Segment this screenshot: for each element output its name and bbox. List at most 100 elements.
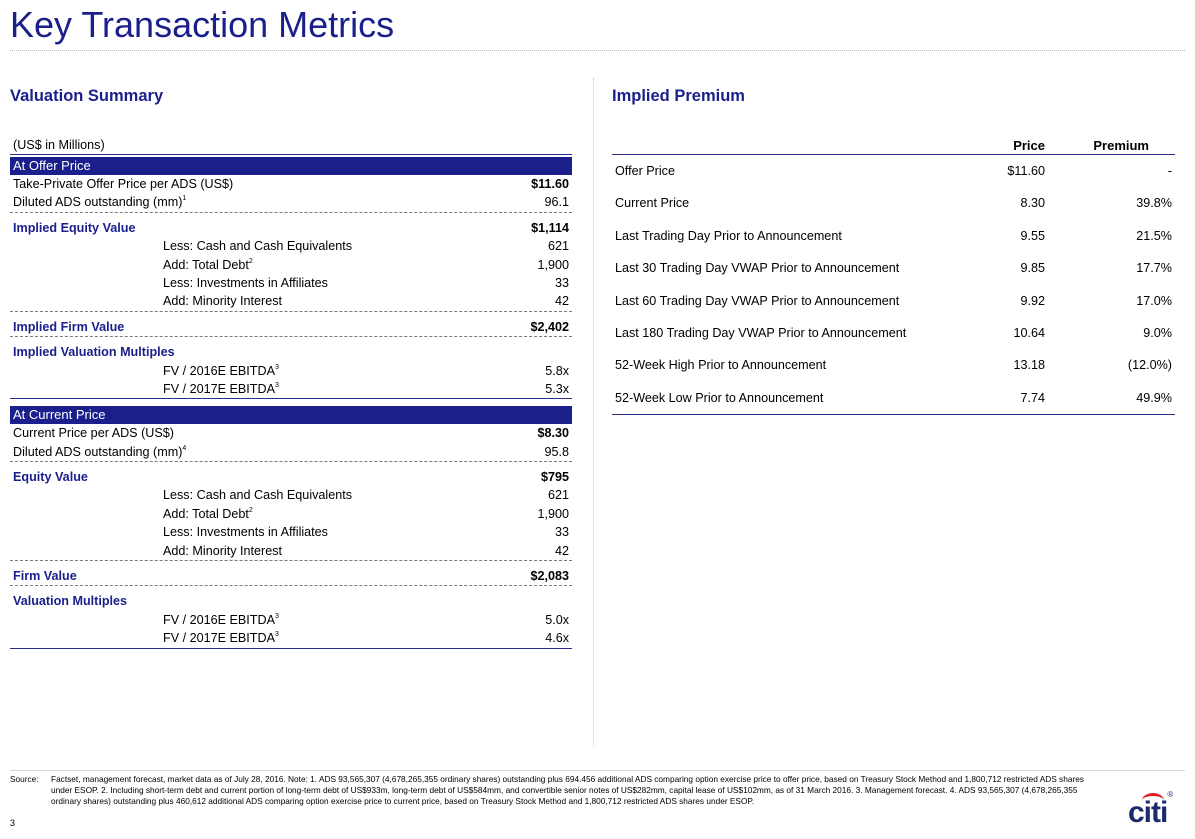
premium-row-premium: - [1167, 164, 1172, 178]
implied-equity-label: Implied Equity Value [13, 220, 136, 235]
current-ads-label: Diluted ADS outstanding (mm)4 [13, 444, 187, 459]
offer-investments-row: Less: Investments in Affiliates 33 [10, 274, 572, 292]
implied-premium-heading: Implied Premium [612, 87, 745, 105]
footnote-marker: 3 [275, 381, 279, 389]
implied-firm-value: $2,402 [530, 319, 569, 334]
premium-row-price: 9.55 [1020, 228, 1045, 243]
current-ads-row: Diluted ADS outstanding (mm)4 95.8 [10, 443, 572, 463]
current-investments-label: Less: Investments in Affiliates [163, 525, 328, 540]
current-ads-value: 95.8 [544, 444, 569, 459]
offer-minority-value: 42 [554, 294, 569, 309]
premium-row-label: Last 30 Trading Day VWAP Prior to Announ… [615, 261, 900, 276]
column-divider [593, 78, 594, 746]
price-column-header: Price [1013, 138, 1045, 153]
footnote-text: Factset, management forecast, market dat… [51, 774, 1084, 806]
premium-row-premium: 17.0% [1136, 293, 1172, 308]
implied-firm-row: Implied Firm Value $2,402 [10, 318, 572, 338]
offer-fv16-label: FV / 2016E EBITDA3 [163, 363, 279, 378]
equity-label: Equity Value [13, 470, 88, 485]
implied-firm-label: Implied Firm Value [13, 319, 125, 334]
current-cash-row: Less: Cash and Cash Equivalents 621 [10, 486, 572, 504]
current-debt-value: 1,900 [537, 506, 569, 521]
footnote-marker: 3 [275, 631, 279, 639]
premium-row-premium: 9.0% [1143, 325, 1172, 340]
premium-rows: Offer Price $11.60 - Current Price 8.30 39.8%… [612, 155, 1175, 414]
valuation-summary-heading: Valuation Summary [10, 87, 164, 105]
premium-table-header: Price Premium [612, 136, 1175, 155]
current-fv16-label: FV / 2016E EBITDA3 [163, 612, 279, 627]
premium-row-label: Offer Price [615, 164, 675, 178]
offer-debt-label: Add: Total Debt2 [163, 257, 253, 272]
firm-label: Firm Value [13, 569, 77, 584]
current-debt-label: Add: Total Debt2 [163, 506, 253, 521]
multiples-label: Valuation Multiples [13, 594, 128, 609]
offer-minority-label: Add: Minority Interest [163, 294, 282, 309]
premium-row-price: 9.85 [1020, 261, 1045, 276]
premium-row-label: Last Trading Day Prior to Announcement [615, 228, 842, 243]
current-minority-label: Add: Minority Interest [163, 543, 282, 558]
offer-cash-row: Less: Cash and Cash Equivalents 621 [10, 237, 572, 255]
offer-investments-label: Less: Investments in Affiliates [163, 275, 328, 290]
premium-row: Last Trading Day Prior to Announcement 9.… [612, 220, 1175, 252]
premium-row-premium: (12.0%) [1127, 358, 1172, 373]
premium-row-label: Current Price [615, 196, 690, 211]
current-price-label: Current Price per ADS (US$) [13, 426, 174, 441]
multiples-row: Valuation Multiples [10, 592, 572, 610]
current-investments-row: Less: Investments in Affiliates 33 [10, 523, 572, 541]
offer-fv17-value: 5.3x [545, 381, 569, 396]
current-fv16-row: FV / 2016E EBITDA3 5.0x [10, 611, 572, 629]
premium-row-premium: 49.9% [1136, 390, 1172, 405]
footnote-divider [10, 770, 1185, 771]
valuation-summary-table: (US$ in Millions) At Offer Price Take-Pr… [10, 136, 572, 649]
premium-row-price: 9.92 [1020, 293, 1045, 308]
offer-debt-row: Add: Total Debt2 1,900 [10, 256, 572, 274]
current-price-band: At Current Price [10, 406, 572, 425]
page-title: Key Transaction Metrics [10, 4, 395, 45]
implied-multiples-row: Implied Valuation Multiples [10, 343, 572, 361]
footnote: Source: Factset, management forecast, ma… [10, 774, 1105, 806]
current-fv16-value: 5.0x [545, 612, 569, 627]
offer-price-value: $11.60 [531, 177, 569, 191]
offer-cash-label: Less: Cash and Cash Equivalents [163, 239, 353, 254]
footnote-source-label: Source: [10, 774, 39, 784]
offer-price-row: Take-Private Offer Price per ADS (US$) $… [10, 175, 572, 193]
premium-row-premium: 21.5% [1136, 228, 1172, 243]
offer-debt-value: 1,900 [537, 257, 569, 272]
equity-row: Equity Value $795 [10, 468, 572, 486]
premium-row: Offer Price $11.60 - [612, 155, 1175, 187]
offer-ads-value: 96.1 [544, 195, 569, 210]
implied-equity-value: $1,114 [531, 220, 569, 235]
current-cash-value: 621 [547, 488, 569, 503]
offer-ads-label: Diluted ADS outstanding (mm)1 [13, 195, 187, 210]
premium-row-label: Last 60 Trading Day VWAP Prior to Announ… [615, 293, 900, 308]
premium-row-price: 13.18 [1013, 358, 1045, 373]
footnote-marker: 3 [275, 612, 279, 620]
premium-row-premium: 39.8% [1136, 196, 1172, 211]
premium-row-label: Last 180 Trading Day VWAP Prior to Annou… [615, 325, 907, 340]
page-number: 3 [10, 818, 16, 828]
current-price-row: Current Price per ADS (US$) $8.30 [10, 424, 572, 442]
units-row: (US$ in Millions) [10, 136, 572, 155]
current-minority-value: 42 [554, 543, 569, 558]
current-fv17-label: FV / 2017E EBITDA3 [163, 631, 279, 646]
premium-row: Last 30 Trading Day VWAP Prior to Announ… [612, 252, 1175, 284]
current-debt-row: Add: Total Debt2 1,900 [10, 505, 572, 523]
footnote-marker: 2 [248, 257, 253, 265]
footnote-marker: 4 [182, 444, 187, 452]
premium-row-price: 10.64 [1013, 325, 1045, 340]
implied-equity-row: Implied Equity Value $1,114 [10, 219, 572, 237]
offer-minority-row: Add: Minority Interest 42 [10, 292, 572, 312]
implied-multiples-label: Implied Valuation Multiples [13, 345, 175, 360]
firm-value: $2,083 [530, 569, 569, 584]
premium-row: Current Price 8.30 39.8% [612, 187, 1175, 219]
offer-ads-row: Diluted ADS outstanding (mm)1 96.1 [10, 193, 572, 213]
premium-table-end-rule [612, 414, 1175, 416]
current-price-value: $8.30 [537, 426, 569, 441]
citi-logo: citi® [1128, 790, 1173, 829]
premium-column-header: Premium [1093, 138, 1149, 153]
units-label: (US$ in Millions) [13, 138, 105, 152]
offer-cash-value: 621 [547, 239, 569, 254]
offer-fv17-row: FV / 2017E EBITDA3 5.3x [10, 380, 572, 400]
offer-fv16-value: 5.8x [545, 363, 569, 378]
offer-investments-value: 33 [554, 275, 569, 290]
